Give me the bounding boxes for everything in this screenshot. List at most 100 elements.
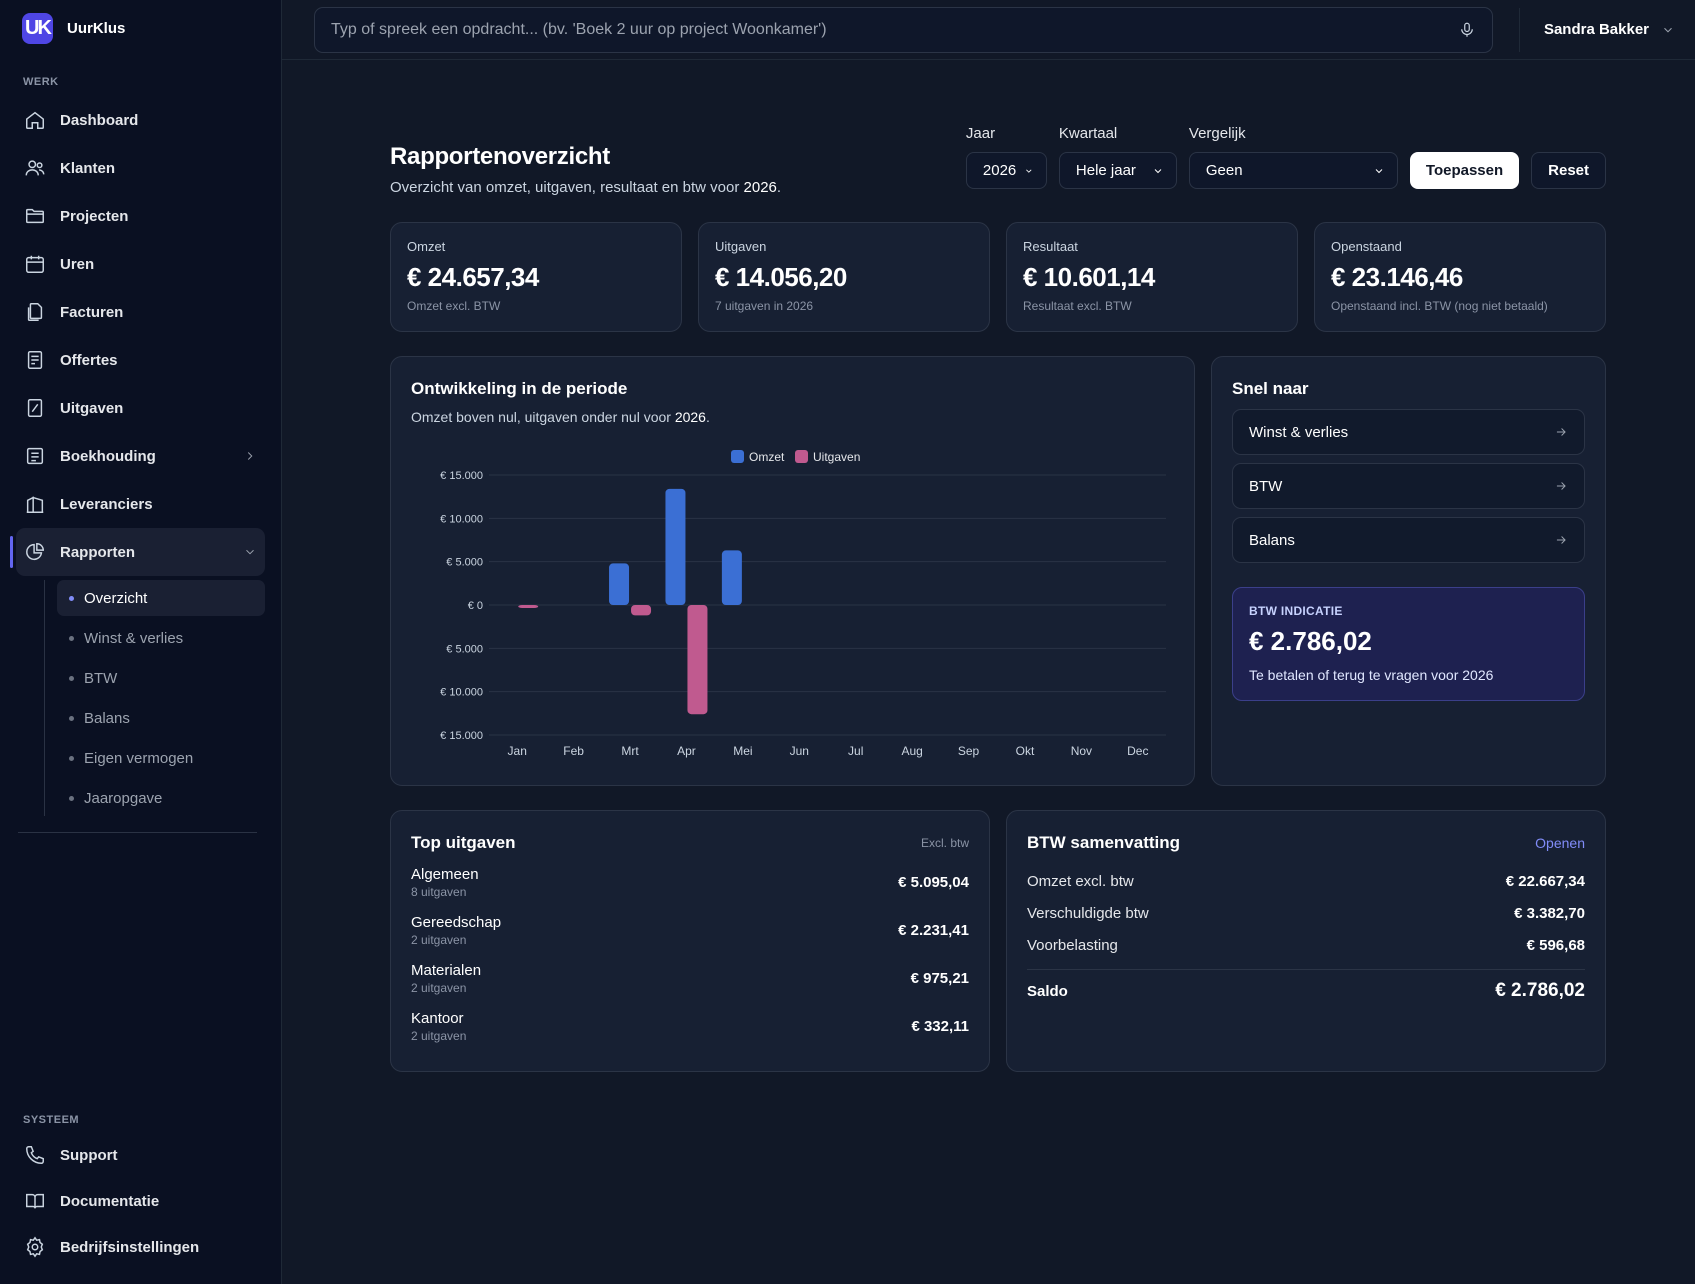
bar-uitgaven-jan — [518, 605, 539, 608]
sidebar-item-label: Dashboard — [60, 111, 139, 129]
page-subtitle-year: 2026 — [743, 179, 777, 196]
sidebar-item-offertes[interactable]: Offertes — [16, 336, 265, 384]
x-tick-label: Sep — [958, 744, 980, 758]
bullet-icon — [69, 715, 74, 721]
bar-uitgaven-mrt — [631, 605, 652, 616]
filters: Jaar 2026 Kwartaal Hele jaar Vergelijk G… — [965, 125, 1606, 189]
quick-link-btw[interactable]: BTW — [1232, 463, 1585, 509]
quick-link-balans[interactable]: Balans — [1232, 517, 1585, 563]
kpi-value: € 14.056,20 — [715, 262, 847, 292]
command-input[interactable]: Typ of spreek een opdracht... (bv. 'Boek… — [314, 6, 1493, 53]
subnav-label: BTW — [84, 669, 118, 687]
filter-kwartaal: Kwartaal Hele jaar — [1058, 125, 1177, 189]
subnav-item-winst-verlies[interactable]: Winst & verlies — [57, 620, 265, 656]
calendar-icon — [26, 255, 44, 273]
btw-row: Verschuldigde btw € 3.382,70 — [1027, 897, 1585, 929]
sidebar-item-leveranciers[interactable]: Leveranciers — [16, 480, 265, 528]
filter-label-jaar: Jaar — [965, 125, 996, 142]
open-btw-link[interactable]: Openen — [1535, 835, 1585, 851]
chevron-down-icon — [1154, 168, 1162, 173]
receipt-icon — [27, 351, 43, 369]
user-menu[interactable]: Sandra Bakker — [1518, 7, 1675, 52]
brand[interactable]: UK UurKlus — [0, 0, 281, 56]
quick-link-label: Winst & verlies — [1249, 423, 1349, 441]
expense-icon — [27, 399, 43, 417]
page-subtitle-end: . — [776, 179, 782, 196]
subnav-item-btw[interactable]: BTW — [57, 660, 265, 696]
subnav-item-balans[interactable]: Balans — [57, 700, 265, 736]
kpi-card-omzet: Omzet € 24.657,34 Omzet excl. BTW — [390, 222, 682, 332]
user-name: Sandra Bakker — [1543, 21, 1649, 38]
sidebar-item-documentatie[interactable]: Documentatie — [16, 1178, 265, 1224]
btw-indicatie-sub: Te betalen of terug te vragen voor 2026 — [1249, 667, 1494, 683]
sidebar-item-uren[interactable]: Uren — [16, 240, 265, 288]
expense-count: 8 uitgaven — [411, 884, 467, 899]
kpi-value: € 24.657,34 — [407, 262, 539, 292]
bullet-icon — [69, 595, 74, 601]
sidebar-item-boekhouding[interactable]: Boekhouding — [16, 432, 265, 480]
top-expenses-note: Excl. btw — [920, 836, 969, 850]
year-select[interactable]: 2026 — [965, 152, 1047, 189]
system-section: SYSTEEM Support Documentatie Bedrijfsins… — [0, 1114, 281, 1270]
btw-row-amount: € 3.382,70 — [1514, 904, 1585, 922]
kpi-sub: Omzet excl. BTW — [407, 299, 501, 313]
system-nav: Support Documentatie Bedrijfsinstellinge… — [0, 1132, 281, 1270]
kpi-card-resultaat: Resultaat € 10.601,14 Resultaat excl. BT… — [1006, 222, 1298, 332]
expense-count: 2 uitgaven — [411, 1028, 467, 1043]
bullet-icon — [69, 755, 74, 761]
bar-omzet-mei — [721, 550, 742, 605]
expense-category: Materialen — [411, 961, 482, 979]
kpi-card-uitgaven: Uitgaven € 14.056,20 7 uitgaven in 2026 — [698, 222, 990, 332]
documents-icon — [27, 303, 43, 321]
sidebar-item-dashboard[interactable]: Dashboard — [16, 96, 265, 144]
sidebar-item-projecten[interactable]: Projecten — [16, 192, 265, 240]
bullet-icon — [69, 675, 74, 681]
sidebar-item-label: Offertes — [60, 351, 118, 369]
subnav-item-overzicht[interactable]: Overzicht — [57, 580, 265, 616]
btw-summary-title: BTW samenvatting — [1027, 833, 1181, 852]
chart-subtitle-end: . — [705, 409, 710, 425]
subnav-item-eigen-vermogen[interactable]: Eigen vermogen — [57, 740, 265, 776]
chevron-down-icon — [1026, 169, 1032, 173]
quarter-select-value: Hele jaar — [1075, 162, 1136, 179]
x-tick-label: Jun — [790, 744, 809, 758]
bar-omzet-mrt — [609, 563, 630, 605]
compare-select[interactable]: Geen — [1188, 152, 1398, 189]
year-select-value: 2026 — [982, 162, 1017, 179]
reset-button[interactable]: Reset — [1531, 152, 1606, 189]
filter-label-vergelijk: Vergelijk — [1188, 125, 1246, 142]
subnav-item-jaaropgave[interactable]: Jaaropgave — [57, 780, 265, 816]
y-tick-label: € 10.000 — [440, 687, 483, 699]
legend-label: Omzet — [749, 450, 785, 464]
page-title: Rapportenoverzicht — [390, 143, 610, 170]
x-tick-label: Okt — [1016, 744, 1035, 758]
btw-summary-card: BTW samenvatting Openen Omzet excl. btw €… — [1006, 810, 1606, 1072]
row-chart-quick: Ontwikkeling in de periode Omzet boven n… — [390, 356, 1606, 786]
sidebar-item-facturen[interactable]: Facturen — [16, 288, 265, 336]
sidebar-item-uitgaven[interactable]: Uitgaven — [16, 384, 265, 432]
sidebar-item-klanten[interactable]: Klanten — [16, 144, 265, 192]
y-tick-label: € 10.000 — [440, 513, 483, 525]
btw-divider — [1027, 969, 1585, 970]
kpi-label: Omzet — [407, 239, 446, 254]
sidebar-item-bedrijfsinstellingen[interactable]: Bedrijfsinstellingen — [16, 1224, 265, 1270]
apply-button[interactable]: Toepassen — [1409, 152, 1520, 189]
pie-chart-icon — [26, 543, 44, 561]
arrow-right-icon — [1556, 428, 1566, 436]
sidebar-item-label: Leveranciers — [60, 495, 153, 513]
btw-indicatie-title: BTW INDICATIE — [1249, 604, 1343, 618]
kpi-card-openstaand: Openstaand € 23.146,46 Openstaand incl. … — [1314, 222, 1606, 332]
sidebar-item-rapporten[interactable]: Rapporten — [10, 528, 265, 576]
quick-link-winst-verlies[interactable]: Winst & verlies — [1232, 409, 1585, 455]
book-icon — [26, 1193, 44, 1209]
chart-title: Ontwikkeling in de periode — [411, 379, 628, 398]
main-nav: Dashboard Klanten Projecten Uren Facture… — [0, 96, 281, 816]
btw-row-label: Verschuldigde btw — [1027, 904, 1149, 922]
quarter-select[interactable]: Hele jaar — [1058, 152, 1177, 189]
sidebar-item-support[interactable]: Support — [16, 1132, 265, 1178]
sidebar-item-label: Klanten — [60, 159, 116, 177]
microphone-icon[interactable] — [1458, 21, 1476, 39]
arrow-right-icon — [1556, 536, 1566, 544]
quick-links-card: Snel naar Winst & verlies BTW Balans BTW… — [1211, 356, 1606, 786]
legend-label: Uitgaven — [813, 450, 860, 464]
